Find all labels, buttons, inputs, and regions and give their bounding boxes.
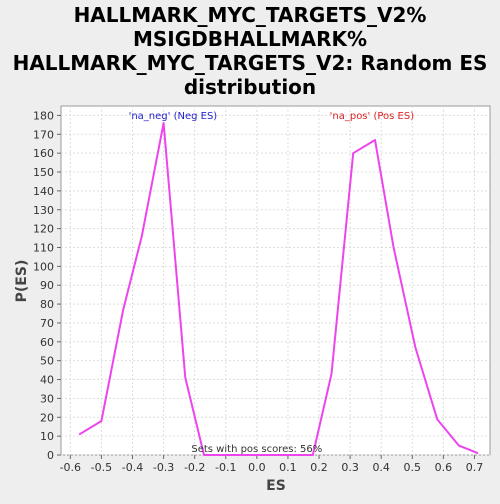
y-tick-label: 120 (33, 223, 54, 236)
x-tick-label: 0.7 (466, 461, 484, 474)
y-tick-label: 110 (33, 241, 54, 254)
axes: -0.6 -0.5 -0.4 -0.3 -0.2 -0.1 0.0 0.1 0.2 0.3 0.4 0… (33, 109, 483, 474)
x-tick-label: 0.5 (404, 461, 422, 474)
data-point (78, 433, 81, 436)
chart-title-line: distribution (184, 75, 316, 99)
data-point (476, 452, 479, 454)
y-tick-label: 170 (33, 128, 54, 141)
series (78, 122, 479, 456)
data-point (224, 454, 227, 456)
annotation-text: 'na_pos' (Pos ES) (330, 111, 415, 122)
y-tick-label: 140 (33, 185, 54, 198)
x-tick-label: -0.3 (153, 461, 174, 474)
y-tick-label: 60 (40, 336, 54, 349)
chart-title: HALLMARK_MYC_TARGETS_V2% MSIGDBHALLMARK% H… (13, 3, 488, 99)
data-point (312, 454, 314, 456)
y-tick-label: 10 (40, 430, 54, 443)
x-tick-label: 0.3 (341, 461, 359, 474)
x-tick-label: -0.2 (184, 461, 205, 474)
data-point (352, 152, 355, 154)
x-tick-label: 0.2 (310, 461, 328, 474)
data-point (374, 139, 376, 141)
y-tick-label: 160 (33, 147, 54, 160)
x-tick-label: 0.6 (435, 461, 453, 474)
y-tick-label: 130 (33, 204, 54, 217)
data-point (100, 420, 103, 422)
data-point (330, 373, 333, 375)
grid (61, 106, 490, 456)
data-point (458, 444, 460, 447)
x-tick-label: -0.4 (122, 461, 143, 474)
x-tick-label: 0.1 (279, 461, 297, 474)
data-point (162, 122, 165, 124)
y-tick-label: 100 (33, 260, 54, 273)
data-point (203, 454, 205, 456)
chart-title-line: HALLMARK_MYC_TARGETS_V2: Random ES (13, 51, 488, 75)
y-tick-label: 0 (47, 449, 54, 462)
y-tick-label: 20 (40, 411, 54, 424)
data-point (392, 246, 395, 249)
plot-area (60, 105, 491, 456)
y-tick-label: 70 (40, 317, 54, 330)
chart-title-line: HALLMARK_MYC_TARGETS_V2% (74, 3, 427, 27)
data-point (246, 454, 249, 456)
y-tick-label: 90 (40, 279, 54, 292)
y-tick-label: 80 (40, 298, 54, 311)
data-point (436, 418, 438, 420)
y-tick-label: 180 (33, 109, 54, 122)
data-point (141, 235, 143, 237)
data-point (414, 346, 417, 349)
x-tick-label: -0.1 (215, 461, 236, 474)
data-point (122, 308, 124, 311)
annotations: 'na_neg' (Neg ES) 'na_pos' (Pos ES) Sets w… (129, 111, 415, 455)
x-tick-label: -0.6 (60, 461, 81, 474)
y-tick-label: 150 (33, 166, 54, 179)
chart-title-text: HALLMARK_MYC_TARGETS_V2% MSIGDBHALLMARK% H… (13, 3, 488, 99)
x-axis-label: ES (266, 478, 286, 494)
y-axis-label: P(ES) (14, 260, 30, 303)
series-line (79, 122, 478, 456)
y-tick-label: 40 (40, 374, 54, 387)
x-tick-label: -0.5 (91, 461, 112, 474)
annotation-text: Sets with pos scores: 56% (191, 444, 322, 455)
data-point (268, 454, 271, 456)
x-tick-label: 0.4 (372, 461, 390, 474)
data-point (184, 376, 187, 379)
data-point (290, 454, 292, 456)
chart-title-line: MSIGDBHALLMARK% (133, 27, 367, 51)
y-tick-label: 30 (40, 392, 54, 405)
x-tick-label: 0.0 (248, 461, 266, 474)
y-tick-label: 50 (40, 355, 54, 368)
annotation-text: 'na_neg' (Neg ES) (129, 111, 218, 122)
